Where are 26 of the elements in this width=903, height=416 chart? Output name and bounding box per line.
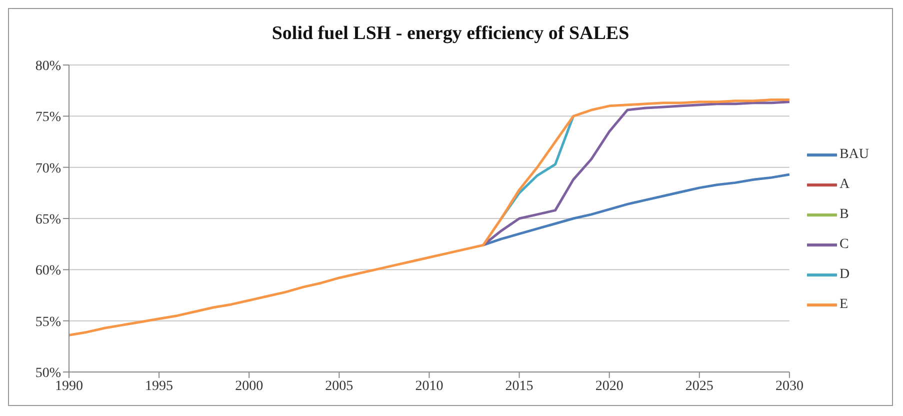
legend-label: BAU: [839, 147, 869, 163]
x-tick-label: 2015: [505, 378, 534, 394]
x-tick-label: 2005: [325, 378, 354, 394]
x-tick-label: 2020: [595, 378, 624, 394]
legend-label: E: [839, 297, 848, 313]
y-tick-label: 55%: [35, 314, 62, 330]
y-tick-label: 50%: [35, 366, 62, 381]
x-tick-label: 2030: [775, 378, 804, 394]
line-series: [482, 173, 790, 246]
legend-label: C: [839, 237, 849, 253]
x-tick-label: 2025: [685, 378, 714, 394]
y-tick-label: 60%: [35, 264, 62, 279]
x-tick-label: 1995: [145, 378, 174, 394]
y-tick-label: 70%: [35, 161, 62, 176]
legend-label: A: [839, 177, 850, 193]
x-tick-label: 2000: [235, 378, 264, 394]
y-tick-label: 75%: [35, 110, 62, 126]
x-tick-label: 2010: [415, 378, 444, 394]
line-series: [482, 100, 790, 246]
x-tick-label: 1990: [55, 378, 83, 394]
y-tick-label: 80%: [35, 58, 62, 74]
legend-label: D: [839, 267, 850, 283]
y-tick-label: 65%: [35, 212, 62, 228]
chart-title: Solid fuel LSH - energy efficiency of SALES: [270, 22, 630, 46]
legend-label: B: [839, 207, 849, 223]
line-series: [69, 98, 790, 336]
